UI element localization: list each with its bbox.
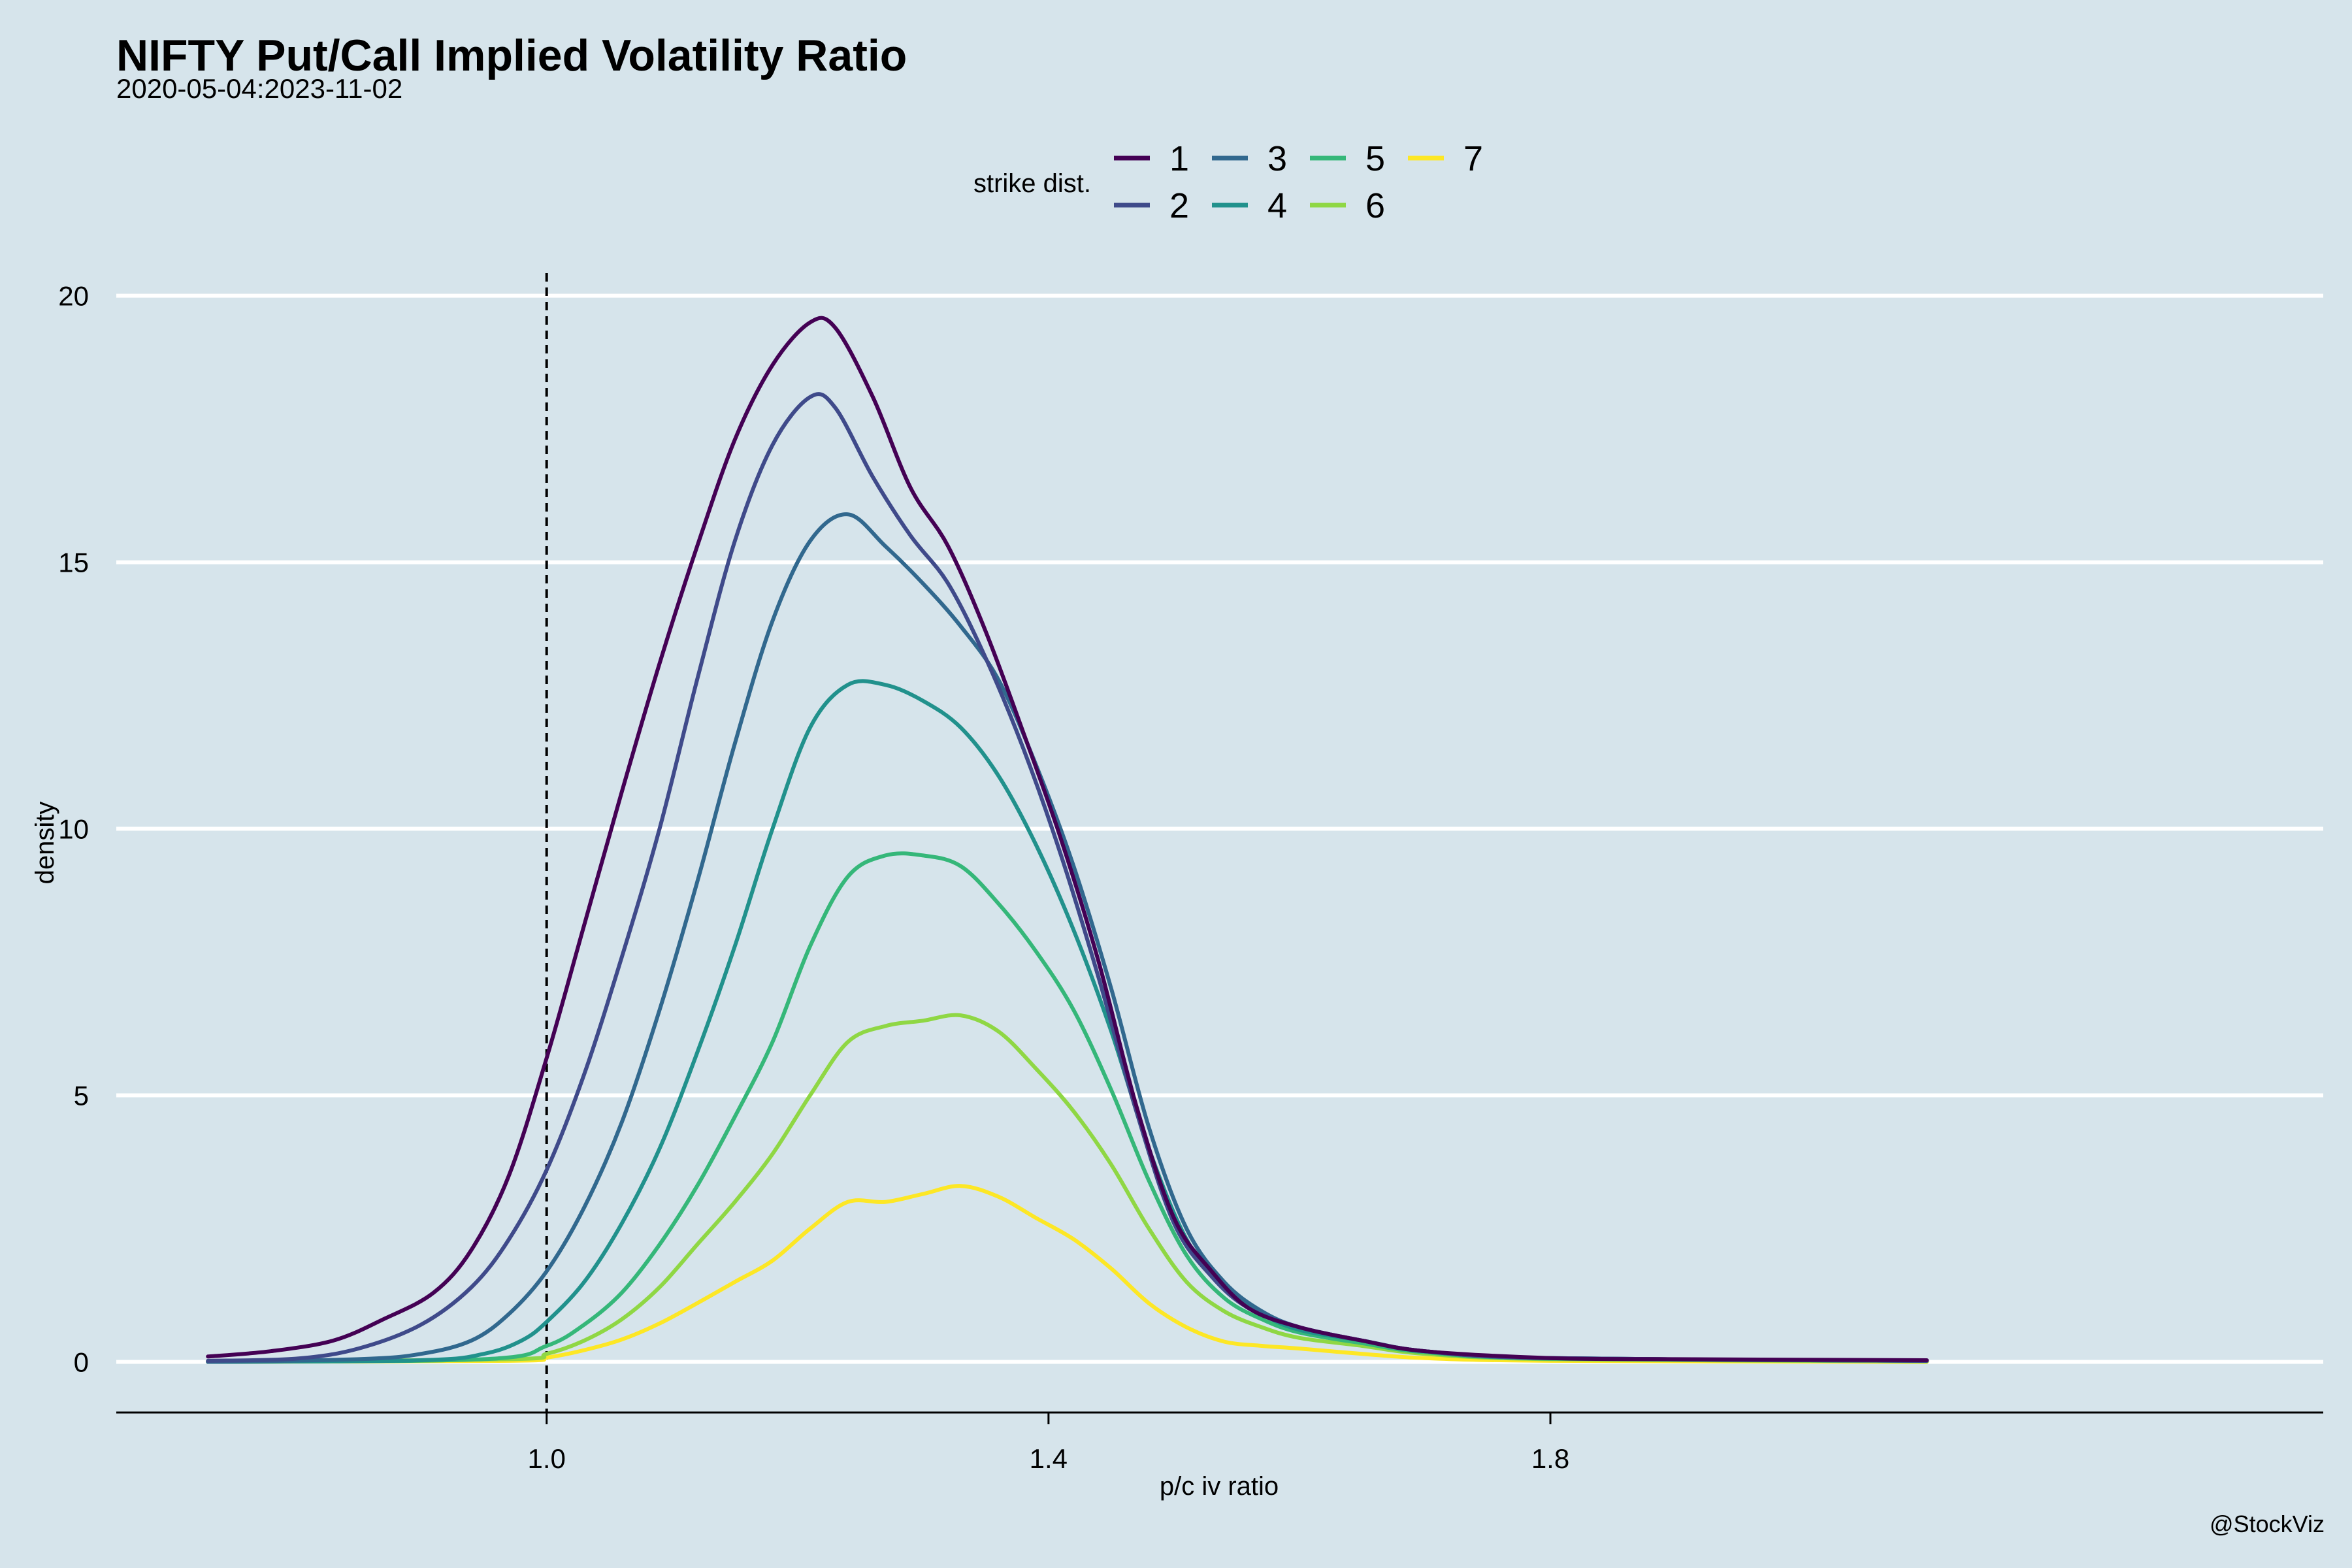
axes: 1.0 1.4 1.8 0 5 10 15 20: [58, 281, 2323, 1474]
legend-label-4: 4: [1267, 186, 1287, 225]
x-tick-label: 1.8: [1531, 1443, 1569, 1474]
legend-label-2: 2: [1169, 186, 1189, 225]
legend-label-3: 3: [1267, 139, 1287, 178]
legend-title: strike dist.: [973, 169, 1091, 198]
x-axis-label: p/c iv ratio: [1160, 1472, 1279, 1501]
y-tick-label: 20: [58, 281, 89, 312]
chart-title: NIFTY Put/Call Implied Volatility Ratio: [116, 31, 907, 80]
series-group: [206, 316, 1929, 1364]
legend-label-1: 1: [1169, 139, 1189, 178]
y-tick-label: 15: [58, 547, 89, 578]
y-tick-label: 5: [74, 1081, 89, 1111]
series-line-7: [206, 1184, 1929, 1364]
y-axis-label: density: [31, 802, 59, 885]
y-tick-label: 0: [74, 1347, 89, 1377]
x-tick-label: 1.4: [1030, 1443, 1068, 1474]
series-line-1: [206, 316, 1929, 1362]
grid: [116, 273, 2323, 1413]
series-line-2: [206, 392, 1929, 1363]
series-line-6: [206, 1013, 1929, 1364]
x-tick-label: 1.0: [528, 1443, 566, 1474]
legend-label-5: 5: [1365, 139, 1385, 178]
caption: @StockViz: [2210, 1511, 2325, 1537]
legend-label-7: 7: [1463, 139, 1483, 178]
series-line-5: [206, 851, 1929, 1364]
y-tick-label: 10: [58, 814, 89, 845]
chart-subtitle: 2020-05-04:2023-11-02: [116, 73, 402, 104]
series-line-4: [206, 679, 1929, 1364]
legend: strike dist. 1 2 3 4 5 6 7: [973, 139, 1483, 225]
legend-label-6: 6: [1365, 186, 1385, 225]
